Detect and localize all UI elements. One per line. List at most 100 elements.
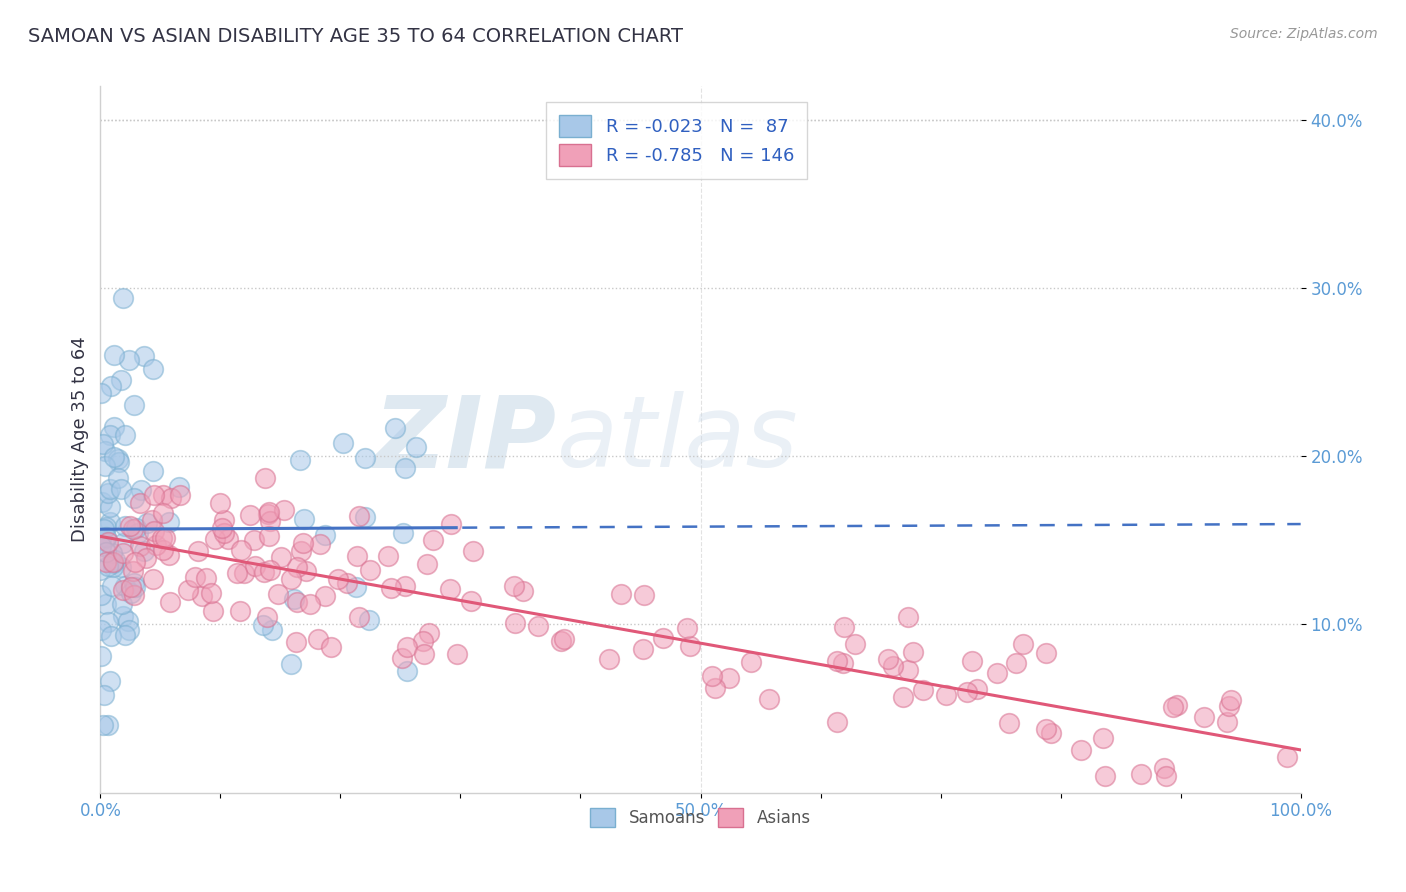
Point: [129, 496, 152, 510]
Point: [461, 544, 484, 558]
Point: [208, 496, 231, 510]
Point: [90, 648, 112, 663]
Point: [229, 605, 252, 619]
Point: [679, 639, 702, 653]
Point: [98, 427, 121, 442]
Point: [675, 621, 697, 635]
Point: [187, 544, 209, 558]
Point: [285, 595, 308, 609]
Point: [299, 597, 322, 611]
Point: [288, 453, 311, 467]
Point: [877, 651, 900, 665]
Point: [90, 539, 112, 553]
Point: [257, 505, 280, 519]
Point: [1218, 698, 1240, 713]
Point: [1219, 692, 1241, 706]
Point: [124, 555, 146, 569]
Point: [124, 575, 146, 590]
Point: [94, 520, 117, 534]
Point: [190, 589, 212, 603]
Point: [319, 640, 342, 654]
Point: [332, 435, 354, 450]
Point: [290, 543, 312, 558]
Point: [966, 682, 988, 697]
Point: [280, 573, 302, 587]
Point: [117, 614, 139, 628]
Point: [142, 361, 165, 376]
Point: [344, 580, 367, 594]
Point: [270, 549, 292, 564]
Point: [141, 513, 163, 527]
Point: [153, 531, 176, 545]
Point: [112, 582, 135, 597]
Point: [90, 533, 112, 548]
Point: [169, 488, 191, 502]
Point: [152, 543, 174, 558]
Point: [120, 518, 142, 533]
Point: [114, 579, 136, 593]
Point: [100, 378, 122, 392]
Point: [384, 420, 406, 434]
Point: [357, 613, 380, 627]
Point: [259, 514, 281, 528]
Point: [633, 588, 655, 602]
Point: [159, 491, 181, 505]
Point: [956, 685, 979, 699]
Point: [610, 586, 633, 600]
Point: [392, 526, 415, 541]
Point: [94, 555, 117, 569]
Point: [111, 291, 134, 305]
Point: [101, 546, 124, 560]
Point: [903, 645, 925, 659]
Point: [396, 640, 419, 655]
Point: [229, 543, 252, 558]
Point: [98, 482, 121, 496]
Y-axis label: Disability Age 35 to 64: Disability Age 35 to 64: [72, 336, 89, 542]
Text: ZIP: ZIP: [374, 391, 557, 488]
Point: [134, 544, 156, 558]
Point: [112, 535, 135, 549]
Point: [111, 608, 134, 623]
Point: [122, 588, 145, 602]
Point: [827, 715, 849, 730]
Point: [832, 619, 855, 633]
Point: [704, 681, 727, 695]
Point: [262, 623, 284, 637]
Point: [309, 537, 332, 551]
Point: [108, 454, 131, 468]
Point: [844, 637, 866, 651]
Point: [314, 528, 336, 542]
Point: [96, 545, 118, 559]
Point: [143, 524, 166, 538]
Point: [740, 655, 762, 669]
Point: [132, 349, 155, 363]
Point: [98, 674, 121, 689]
Point: [97, 485, 120, 500]
Point: [257, 529, 280, 543]
Text: SAMOAN VS ASIAN DISABILITY AGE 35 TO 64 CORRELATION CHART: SAMOAN VS ASIAN DISABILITY AGE 35 TO 64 …: [28, 27, 683, 45]
Point: [598, 652, 620, 666]
Point: [120, 580, 142, 594]
Point: [143, 488, 166, 502]
Point: [136, 516, 159, 530]
Point: [111, 545, 134, 559]
Point: [152, 488, 174, 502]
Point: [120, 586, 142, 600]
Point: [1070, 743, 1092, 757]
Point: [827, 654, 849, 668]
Point: [1153, 761, 1175, 775]
Point: [159, 594, 181, 608]
Point: [257, 507, 280, 521]
Point: [103, 450, 125, 464]
Point: [347, 610, 370, 624]
Point: [758, 692, 780, 706]
Point: [114, 518, 136, 533]
Point: [91, 495, 114, 509]
Point: [100, 629, 122, 643]
Point: [94, 531, 117, 545]
Point: [114, 428, 136, 442]
Point: [405, 440, 427, 454]
Point: [354, 450, 377, 465]
Point: [440, 516, 463, 531]
Point: [1275, 749, 1298, 764]
